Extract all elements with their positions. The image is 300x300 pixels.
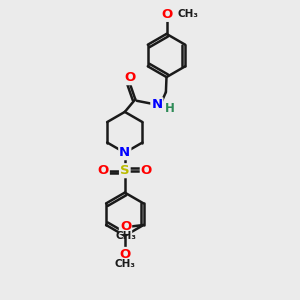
Text: O: O — [119, 248, 130, 261]
Text: O: O — [161, 8, 172, 21]
Text: N: N — [119, 146, 130, 159]
Text: N: N — [151, 98, 163, 111]
Text: CH₃: CH₃ — [178, 9, 199, 20]
Text: O: O — [120, 220, 131, 233]
Text: H: H — [165, 102, 175, 115]
Text: O: O — [141, 164, 152, 177]
Text: CH₃: CH₃ — [114, 259, 135, 269]
Text: O: O — [124, 71, 136, 84]
Text: O: O — [98, 164, 109, 177]
Text: S: S — [120, 164, 130, 177]
Text: CH₃: CH₃ — [115, 231, 136, 242]
